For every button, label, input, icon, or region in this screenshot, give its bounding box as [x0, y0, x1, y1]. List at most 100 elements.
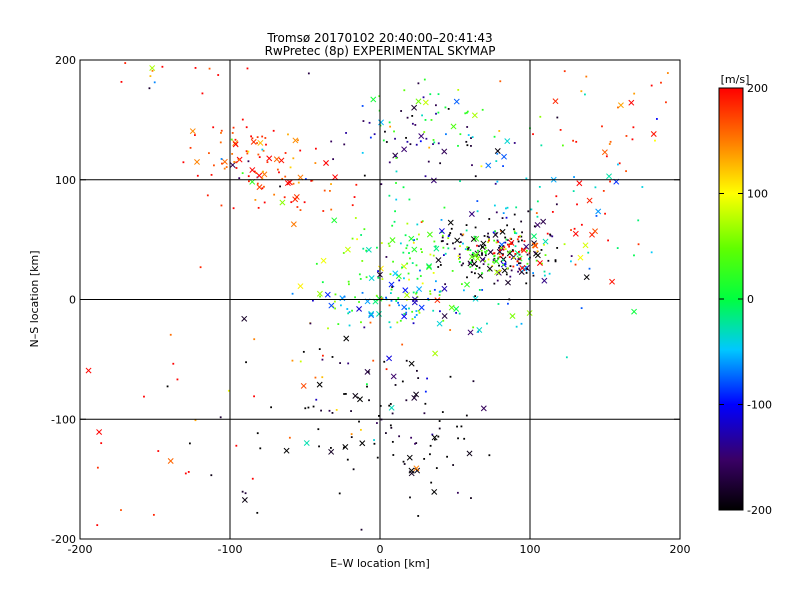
data-point-x-472 — [509, 313, 516, 320]
data-point-714 — [438, 420, 441, 422]
data-point-217 — [539, 115, 542, 118]
data-point-629 — [377, 276, 380, 279]
data-point-565 — [359, 278, 362, 280]
data-point-x-37 — [292, 137, 299, 144]
data-point-895 — [495, 160, 498, 163]
data-point-x-697 — [466, 450, 473, 457]
data-point-268 — [474, 295, 477, 298]
data-point-28 — [276, 168, 279, 171]
data-point-58 — [266, 161, 269, 164]
data-point-600 — [449, 329, 452, 331]
data-point-907 — [492, 231, 495, 234]
data-point-158 — [422, 96, 425, 99]
data-point-610 — [405, 311, 408, 314]
data-point-489 — [409, 257, 411, 260]
data-point-967 — [335, 409, 338, 411]
data-point-649 — [380, 297, 383, 300]
data-point-481 — [472, 252, 474, 254]
data-point-857 — [424, 390, 427, 393]
data-point-877 — [617, 163, 619, 166]
data-point-576 — [399, 319, 402, 322]
data-point-573 — [387, 242, 390, 245]
data-point-280 — [549, 233, 551, 236]
data-point-703 — [488, 454, 491, 457]
data-point-834 — [184, 472, 187, 475]
data-point-x-903 — [542, 238, 549, 245]
data-point-663 — [452, 464, 455, 466]
data-point-x-575 — [464, 281, 470, 288]
y-tick-label-0: -200 — [51, 533, 76, 546]
data-point-553 — [360, 234, 363, 236]
data-point-287 — [525, 271, 528, 274]
data-point-179 — [470, 137, 472, 139]
data-point-258 — [478, 266, 481, 269]
data-point-281 — [466, 276, 468, 279]
data-point-735 — [441, 411, 444, 413]
data-point-226 — [459, 256, 461, 259]
data-point-84 — [329, 189, 331, 192]
data-point-447 — [488, 239, 490, 242]
data-point-135 — [369, 136, 372, 139]
data-point-430 — [466, 246, 469, 249]
data-point-201 — [417, 82, 420, 85]
data-point-309 — [521, 239, 523, 242]
data-point-718 — [360, 528, 363, 531]
data-point-231 — [554, 260, 557, 263]
data-point-x-880 — [504, 138, 511, 145]
data-point-434 — [519, 257, 522, 260]
data-point-209 — [459, 133, 462, 136]
data-point-x-407 — [473, 251, 480, 258]
data-point-878 — [389, 326, 392, 329]
data-point-656 — [412, 291, 415, 294]
data-point-556 — [429, 253, 432, 256]
colorbar-tick-label-0: 200 — [747, 82, 768, 95]
data-point-181 — [382, 139, 385, 142]
data-point-607 — [337, 323, 340, 325]
data-point-885 — [395, 170, 398, 173]
data-point-961 — [385, 368, 388, 371]
data-point-x-177 — [370, 96, 377, 103]
data-point-395 — [484, 246, 487, 249]
data-point-722 — [401, 380, 404, 383]
data-point-936 — [595, 215, 598, 217]
data-point-x-54 — [278, 157, 285, 164]
data-point-441 — [523, 240, 526, 243]
data-point-873 — [633, 254, 635, 257]
data-point-843 — [470, 497, 472, 499]
data-point-59 — [232, 126, 235, 129]
y-axis-label: N–S location [km] — [28, 250, 41, 347]
data-point-220 — [493, 135, 496, 138]
data-point-727 — [472, 380, 475, 383]
data-point-x-250 — [540, 218, 547, 225]
data-point-349 — [471, 253, 474, 256]
data-point-765 — [625, 170, 627, 173]
data-point-831 — [143, 395, 145, 398]
data-point-139 — [466, 144, 469, 147]
data-point-326 — [518, 267, 521, 270]
data-point-677 — [423, 457, 426, 460]
data-point-x-100 — [332, 174, 339, 181]
data-point-163 — [307, 72, 310, 75]
data-point-658 — [389, 424, 392, 427]
data-point-292 — [448, 234, 451, 236]
data-point-622 — [432, 309, 435, 312]
data-point-429 — [493, 239, 496, 242]
data-point-574 — [406, 262, 409, 265]
data-point-264 — [482, 263, 485, 266]
data-point-836 — [176, 378, 179, 381]
data-point-x-315 — [486, 265, 493, 272]
data-point-155 — [411, 122, 414, 125]
data-point-683 — [373, 439, 375, 441]
data-point-909 — [515, 325, 518, 328]
data-point-x-548 — [408, 235, 415, 242]
data-point-73 — [231, 153, 234, 155]
data-point-x-23 — [229, 162, 236, 168]
data-point-781 — [556, 116, 559, 119]
data-point-x-940 — [453, 305, 460, 312]
data-point-x-10 — [232, 140, 239, 147]
data-point-x-495 — [344, 246, 351, 253]
data-point-687 — [367, 371, 370, 373]
data-point-757 — [505, 216, 508, 219]
data-point-406 — [494, 230, 496, 233]
data-point-923 — [572, 190, 575, 193]
